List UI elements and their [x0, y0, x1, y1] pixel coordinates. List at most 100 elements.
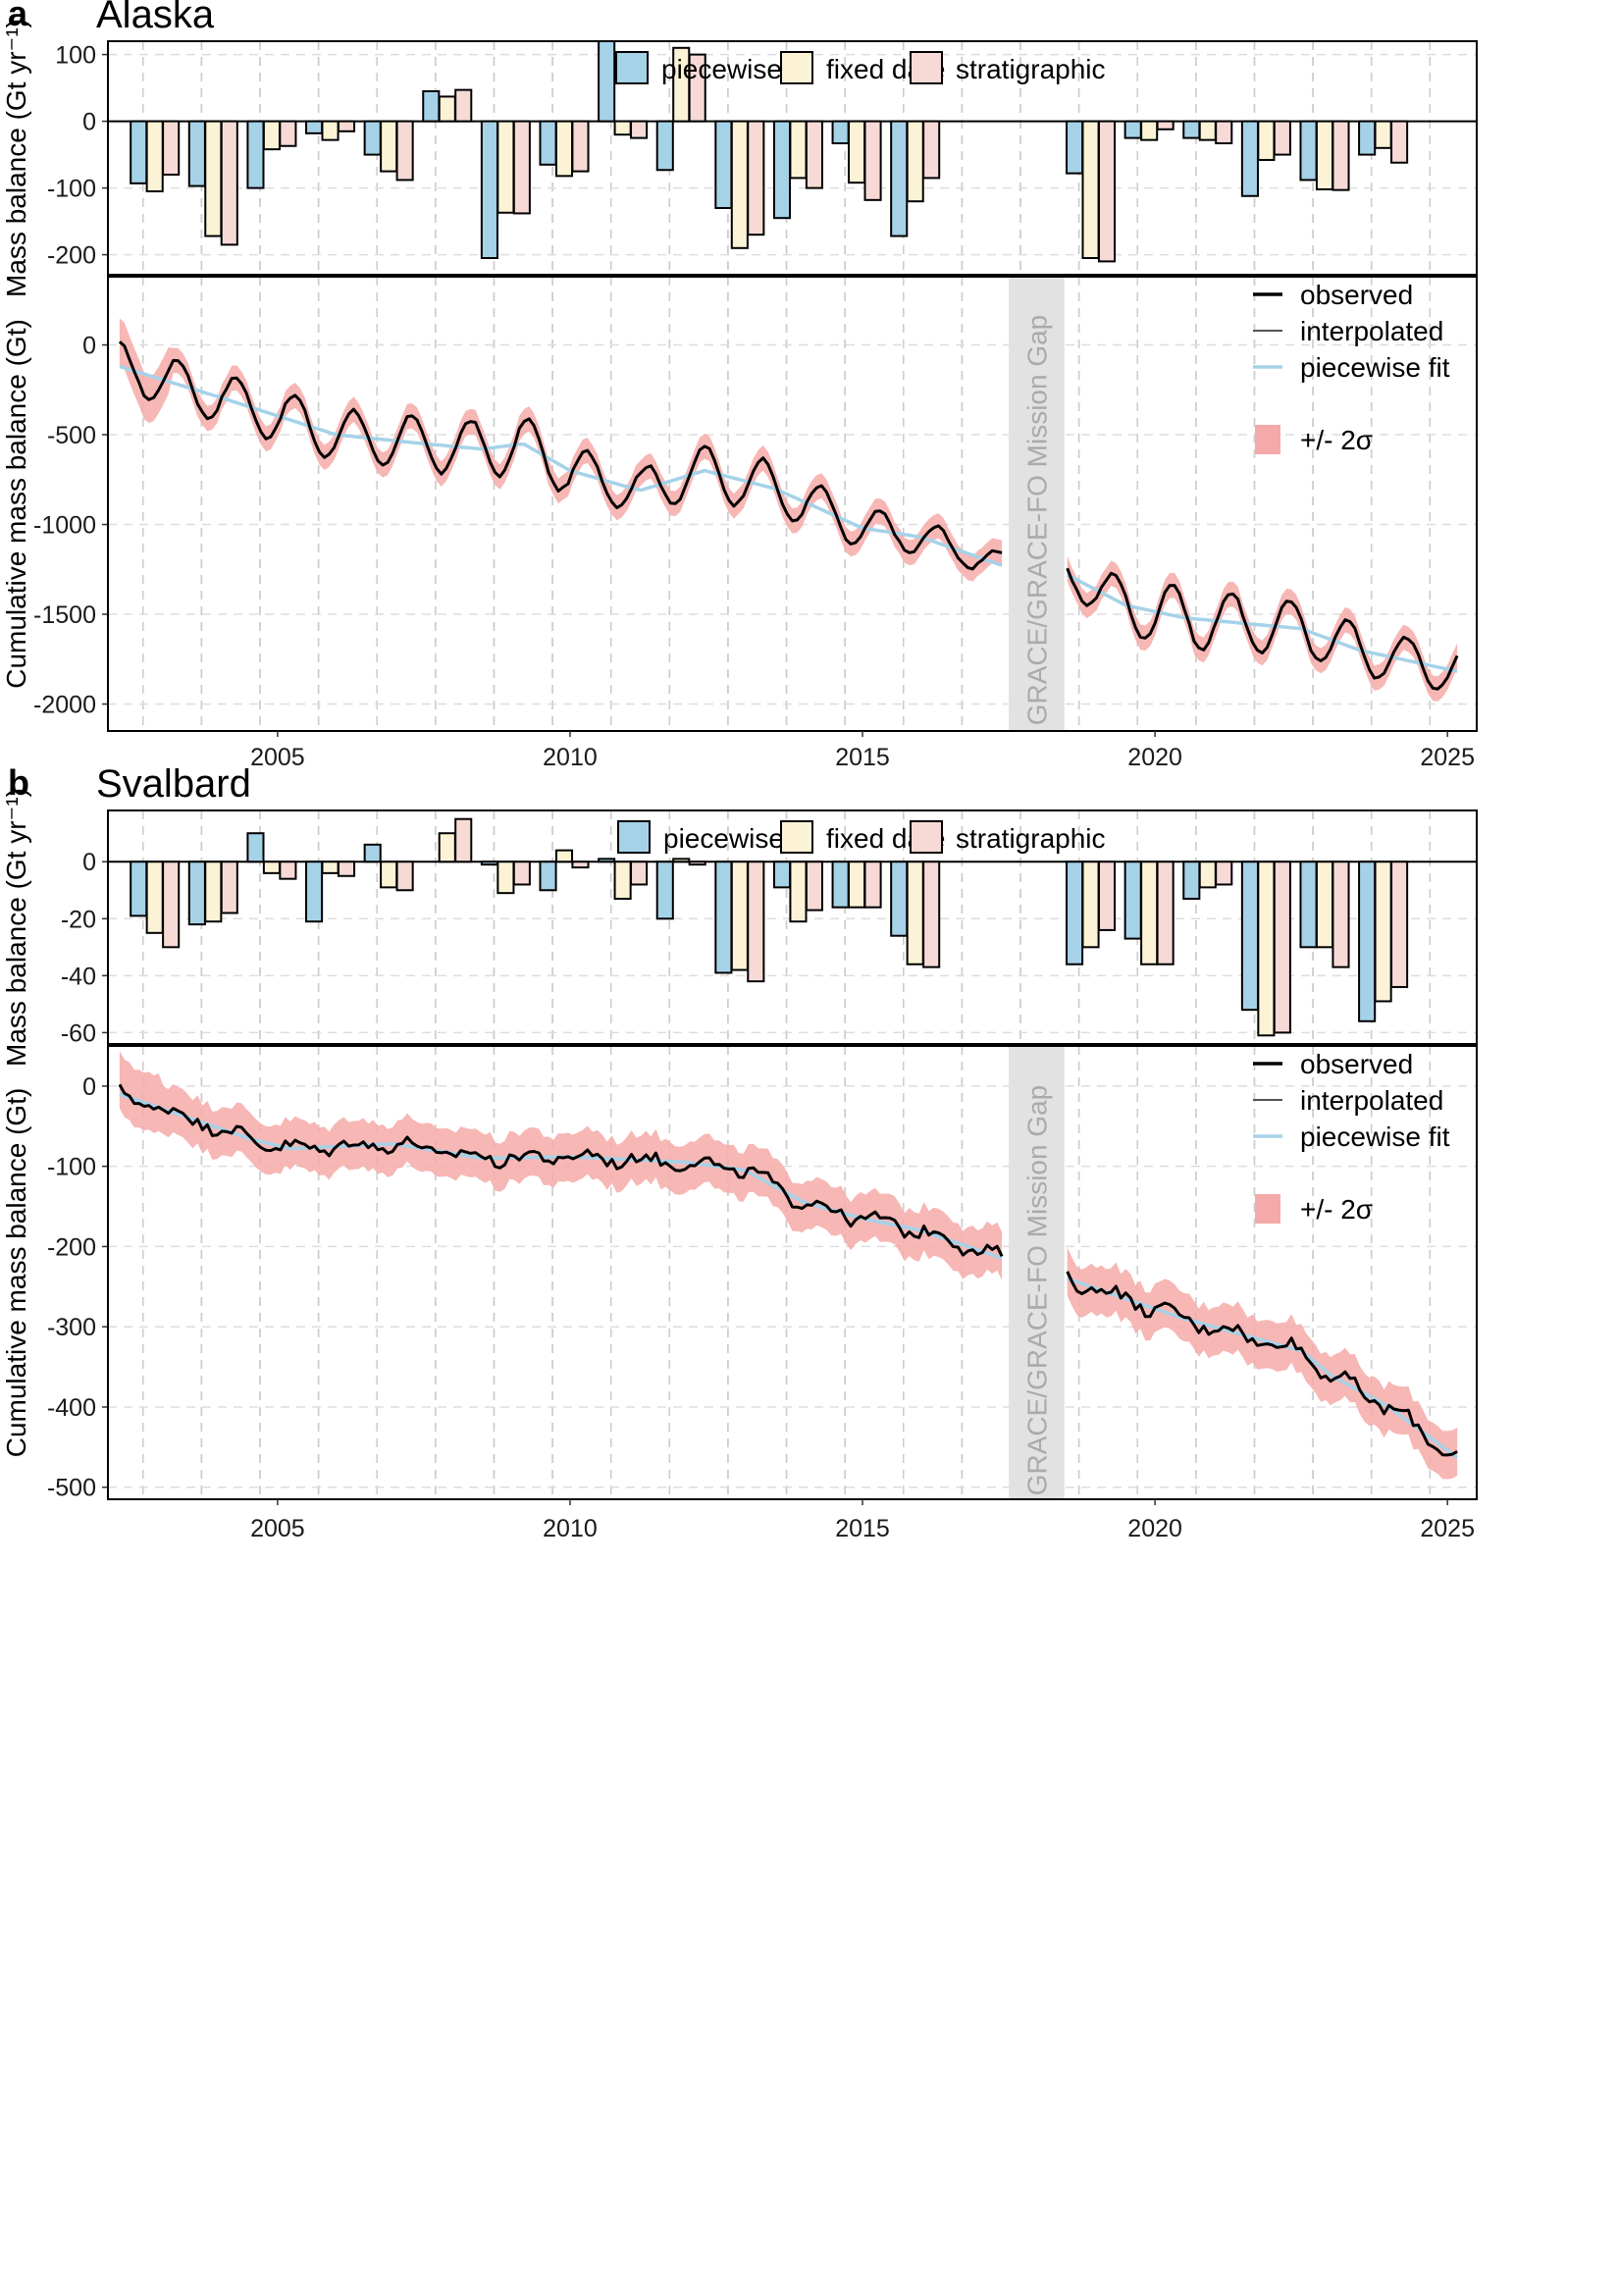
observed-line	[118, 340, 1003, 571]
y-tick-label: 100	[55, 42, 96, 70]
bar-fixed-date	[789, 120, 808, 180]
legend-swatch	[615, 51, 649, 84]
legend-swatch	[617, 820, 651, 854]
legend-observed-label: observed	[1300, 1049, 1413, 1079]
bar-panel-frame	[107, 40, 1478, 276]
bar-fixed-date	[848, 861, 866, 909]
bar-fixed-date	[321, 120, 339, 141]
bar-piecewise-fit	[714, 120, 733, 209]
legend-label: stratigraphic	[956, 823, 1106, 854]
bar-piecewise-fit	[480, 861, 498, 866]
bar-stratigraphic	[1332, 861, 1350, 968]
bar-legend: piecewise fit fixed date stratigraphic	[615, 51, 1106, 84]
bar-piecewise-fit	[539, 861, 557, 892]
bar-fixed-date	[1198, 120, 1217, 141]
y-tick-label: -1500	[33, 601, 96, 629]
bar-fixed-date	[321, 861, 339, 874]
bar-stratigraphic	[1390, 120, 1409, 164]
bar-stratigraphic	[220, 120, 238, 246]
bar-piecewise-fit	[246, 832, 265, 863]
bar-stratigraphic	[863, 120, 882, 201]
panel-label: b	[8, 762, 29, 803]
bar-stratigraphic	[454, 817, 473, 863]
bar-fixed-date	[380, 120, 398, 173]
legend-swatch	[910, 820, 943, 854]
bar-stratigraphic	[395, 861, 414, 892]
bar-fixed-date	[672, 858, 691, 863]
panel-title: Alaska	[96, 0, 215, 36]
bar-fixed-date	[1140, 120, 1159, 141]
legend-observed-label: observed	[1300, 280, 1413, 310]
bar-stratigraphic	[747, 120, 765, 236]
bar-piecewise-fit	[130, 861, 148, 917]
bar-fixed-date	[438, 832, 456, 863]
bar-fixed-date	[613, 120, 632, 136]
panel-label: a	[8, 0, 28, 33]
y-tick-label: -100	[47, 176, 96, 203]
bar-stratigraphic	[1097, 120, 1117, 263]
bar-panel-frame	[107, 809, 1478, 1045]
bar-stratigraphic	[630, 120, 649, 139]
bar-piecewise-fit	[1182, 861, 1201, 900]
x-tick-label: 2015	[835, 744, 890, 771]
mission-gap-label: GRACE/GRACE-FO Mission Gap	[1021, 315, 1052, 726]
bar-stratigraphic	[220, 861, 238, 914]
bar-stratigraphic	[395, 120, 414, 182]
bar-stratigraphic	[512, 861, 531, 886]
y-tick-label: -200	[47, 1233, 96, 1261]
bar-fixed-date	[496, 861, 515, 895]
legend-label: stratigraphic	[956, 54, 1106, 84]
bar-fixed-date	[1081, 861, 1100, 949]
bar-piecewise-fit	[1358, 861, 1377, 1022]
bar-stratigraphic	[337, 861, 356, 877]
bar-fixed-date	[496, 120, 515, 214]
legend-interpolated-label: interpolated	[1300, 316, 1443, 346]
x-tick-label: 2025	[1420, 744, 1475, 771]
bar-panel: 100 0 -100 -200 Mass balance (Gt yr⁻¹) piecew…	[1, 19, 1478, 297]
bar-piecewise-fit	[890, 861, 909, 937]
observed-line	[1066, 567, 1459, 691]
x-tick-label: 2005	[250, 744, 305, 771]
bar-fixed-date	[1257, 861, 1276, 1037]
piecewise-fit-line	[119, 364, 1003, 567]
y-tick-label: -400	[47, 1394, 96, 1422]
x-tick-label: 2010	[543, 1515, 598, 1542]
bar-stratigraphic	[688, 53, 706, 123]
line-panel-frame	[107, 276, 1478, 732]
bar-piecewise-fit	[655, 861, 674, 920]
uncertainty-band	[119, 1051, 1003, 1280]
x-tick-label: 2020	[1127, 1515, 1182, 1542]
bar-piecewise-fit	[1182, 120, 1201, 139]
bar-piecewise-fit	[1240, 861, 1259, 1012]
bar-stratigraphic	[1332, 120, 1350, 191]
mission-gap-band	[1009, 277, 1065, 731]
line-panel: 0 -500 -1000 -1500 -2000 GRACE/GRACE-FO Missi…	[1, 276, 1478, 771]
bar-stratigraphic	[688, 861, 706, 866]
observed-line	[1066, 1271, 1458, 1457]
bar-fixed-date	[262, 120, 281, 151]
y-tick-label: -300	[47, 1314, 96, 1341]
bar-piecewise-fit	[363, 843, 382, 863]
bar-stratigraphic	[1273, 120, 1291, 156]
bar-piecewise-fit	[187, 861, 206, 926]
bar-fixed-date	[1140, 861, 1159, 965]
bar-stratigraphic	[337, 120, 356, 132]
bar-fixed-date	[204, 861, 223, 923]
legend-swatch	[780, 820, 813, 854]
bar-fixed-date	[730, 120, 749, 249]
uncertainty-band	[119, 318, 1003, 582]
bar-fixed-date	[906, 120, 924, 203]
bar-stratigraphic	[162, 120, 181, 176]
x-tick-label: 2025	[1420, 1515, 1475, 1542]
line-panel-frame	[107, 1045, 1478, 1500]
bar-piecewise-fit	[187, 120, 206, 187]
bar-fixed-date	[204, 120, 223, 237]
x-tick-label: 2020	[1127, 744, 1182, 771]
legend-band-label: +/- 2σ	[1300, 425, 1373, 455]
y-tick-label: -100	[47, 1154, 96, 1181]
bar-stratigraphic	[922, 861, 941, 968]
bar-stratigraphic	[279, 861, 297, 880]
bar-piecewise-fit	[598, 40, 616, 123]
bar-piecewise-fit	[831, 120, 850, 145]
